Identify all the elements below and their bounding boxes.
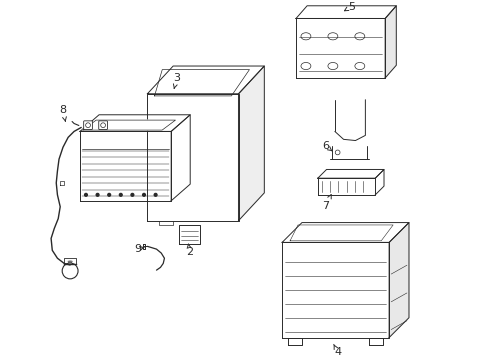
Polygon shape	[147, 66, 264, 94]
Text: 4: 4	[333, 345, 341, 357]
Polygon shape	[317, 178, 374, 195]
Text: 1: 1	[107, 121, 114, 130]
Text: 7: 7	[322, 195, 330, 211]
Polygon shape	[295, 18, 385, 78]
Polygon shape	[80, 115, 190, 131]
Polygon shape	[368, 338, 383, 346]
Circle shape	[119, 193, 122, 196]
Circle shape	[84, 193, 87, 196]
Polygon shape	[388, 222, 408, 338]
Polygon shape	[287, 338, 302, 346]
Polygon shape	[171, 115, 190, 201]
Polygon shape	[282, 222, 408, 242]
Polygon shape	[179, 225, 199, 244]
Polygon shape	[282, 242, 388, 338]
Text: 9: 9	[134, 244, 143, 254]
Polygon shape	[238, 66, 264, 221]
Text: 8: 8	[60, 105, 66, 121]
Polygon shape	[385, 6, 395, 78]
Text: 6: 6	[322, 141, 331, 151]
Circle shape	[142, 193, 145, 196]
Polygon shape	[80, 131, 171, 201]
Text: 5: 5	[344, 1, 354, 12]
FancyBboxPatch shape	[83, 121, 92, 130]
Text: 2: 2	[186, 244, 193, 257]
Circle shape	[131, 193, 134, 196]
Text: 3: 3	[173, 73, 180, 89]
Polygon shape	[82, 120, 175, 130]
Polygon shape	[295, 6, 395, 18]
Polygon shape	[147, 94, 238, 221]
FancyBboxPatch shape	[99, 121, 107, 130]
Circle shape	[96, 193, 99, 196]
Circle shape	[107, 193, 110, 196]
Polygon shape	[317, 170, 383, 178]
Circle shape	[154, 193, 157, 196]
